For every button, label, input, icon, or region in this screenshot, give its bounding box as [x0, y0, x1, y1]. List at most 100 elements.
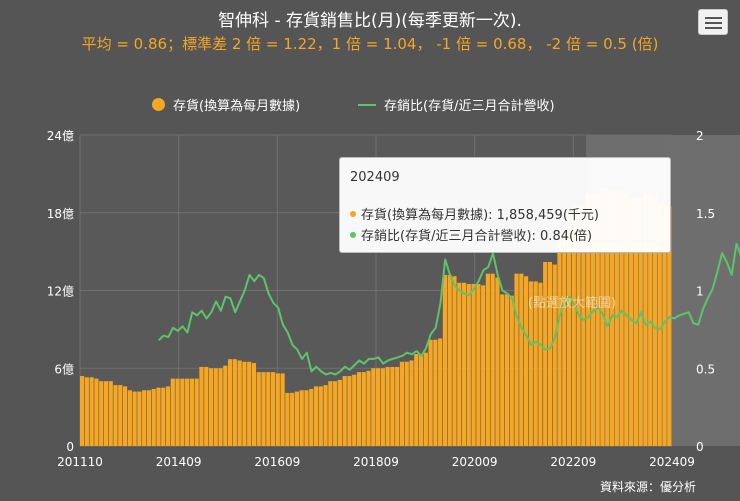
inventory-bar [247, 361, 252, 446]
x-tick-label: 202209 [550, 455, 596, 469]
inventory-bar [600, 188, 605, 447]
inventory-bar [619, 190, 624, 446]
context-menu-button[interactable] [698, 9, 728, 35]
inventory-bar [576, 204, 581, 446]
inventory-bar [638, 198, 643, 446]
inventory-bar [328, 381, 333, 446]
inventory-bar [80, 376, 85, 446]
legend-item-inventory[interactable]: 存貨(換算為每月數據) [152, 95, 300, 114]
inventory-bar [485, 273, 490, 446]
inventory-bar [84, 377, 89, 446]
inventory-bar [189, 378, 194, 446]
inventory-bar [156, 387, 161, 446]
inventory-bar [266, 372, 271, 446]
inventory-bar [371, 368, 376, 446]
inventory-bar [648, 193, 653, 446]
inventory-bar [500, 294, 505, 446]
y-right-tick-label: 0.5 [696, 362, 715, 376]
inventory-bar [509, 295, 514, 446]
inventory-bar [127, 390, 132, 446]
inventory-bar [557, 229, 562, 446]
inventory-bar [142, 390, 147, 446]
legend-item-ratio[interactable]: 存銷比(存貨/近三月合計營收) [358, 95, 555, 114]
inventory-bar [481, 285, 486, 446]
inventory-bar [390, 366, 395, 446]
inventory-bar [194, 378, 199, 446]
y-right-tick-label: 1.5 [696, 207, 715, 221]
inventory-bar [213, 368, 218, 446]
inventory-bar [165, 386, 171, 446]
chart-subtitle: 平均 = 0.86；標準差 2 倍 = 1.22，1 倍 = 1.04， -1 … [81, 35, 659, 53]
inventory-bar [132, 391, 137, 446]
inventory-bar [662, 203, 667, 446]
inventory-bar [514, 273, 519, 446]
inventory-bar [304, 390, 309, 446]
x-tick-label: 201409 [156, 455, 202, 469]
inventory-bar [457, 282, 462, 446]
inventory-bar [151, 388, 156, 446]
inventory-bar [404, 361, 409, 446]
inventory-bar [423, 352, 428, 446]
inventory-bar [605, 188, 610, 447]
inventory-bar [323, 385, 328, 446]
inventory-bar [629, 197, 634, 446]
chart-tooltip: 202409 存貨(換算為每月數據): 1,858,459(千元) 存銷比(存貨… [339, 157, 671, 253]
inventory-bar [504, 294, 510, 446]
inventory-bar [571, 204, 576, 446]
inventory-bar [218, 368, 223, 446]
inventory-bar [586, 193, 591, 446]
legend-line-symbol [358, 103, 376, 106]
inventory-bar [399, 361, 405, 446]
inventory-bar [476, 284, 481, 446]
inventory-bar [280, 373, 285, 446]
inventory-bar [356, 372, 362, 446]
inventory-bar [442, 274, 448, 446]
ratio-line [158, 242, 740, 376]
inventory-bar [223, 365, 228, 446]
y-right-tick-label: 2 [696, 129, 704, 143]
inventory-bar [318, 386, 323, 446]
inventory-bar [395, 366, 400, 446]
inventory-bar [275, 373, 280, 446]
inventory-bar [376, 368, 381, 446]
inventory-bar [519, 273, 524, 446]
inventory-bar [290, 392, 295, 446]
inventory-bar [562, 229, 567, 446]
inventory-bar [361, 372, 366, 446]
y-right-tick-label: 1 [696, 285, 704, 299]
inventory-bar [199, 366, 204, 446]
x-tick-label: 201809 [353, 455, 399, 469]
inventory-bar [438, 338, 443, 446]
inventory-bar [547, 261, 553, 446]
inventory-bar [99, 381, 104, 446]
inventory-bar [232, 359, 237, 446]
inventory-bar [270, 372, 276, 446]
inventory-bar [652, 195, 658, 446]
inventory-bar [342, 376, 347, 446]
inventory-bar [352, 374, 357, 446]
legend-inventory-label: 存貨(換算為每月數據) [173, 99, 301, 114]
x-tick-label: 201609 [254, 455, 300, 469]
inventory-bar [461, 282, 467, 446]
inventory-bar [566, 227, 572, 446]
inventory-bar [466, 284, 471, 446]
x-tick-label: 202009 [452, 455, 498, 469]
legend-bar-symbol [152, 98, 165, 111]
inventory-bar [294, 391, 300, 446]
y-left-tick-label: 6億 [54, 362, 74, 376]
inventory-bar [89, 377, 94, 446]
inventory-bar [452, 276, 457, 446]
inventory-bar [299, 390, 304, 446]
inventory-bar [333, 381, 338, 446]
inventory-bar [118, 385, 123, 446]
inventory-bar [122, 386, 128, 446]
inventory-bar [285, 392, 290, 446]
x-tick-label: 202409 [649, 455, 695, 469]
chart-title: 智伸科 - 存貨銷售比(月)(每季更新一次). [218, 11, 522, 31]
inventory-bar [161, 387, 166, 446]
inventory-bar [471, 284, 476, 446]
tooltip-ratio-bullet [350, 231, 356, 238]
inventory-bar [418, 353, 424, 446]
inventory-bar [433, 339, 438, 446]
inventory-bar [614, 190, 619, 446]
